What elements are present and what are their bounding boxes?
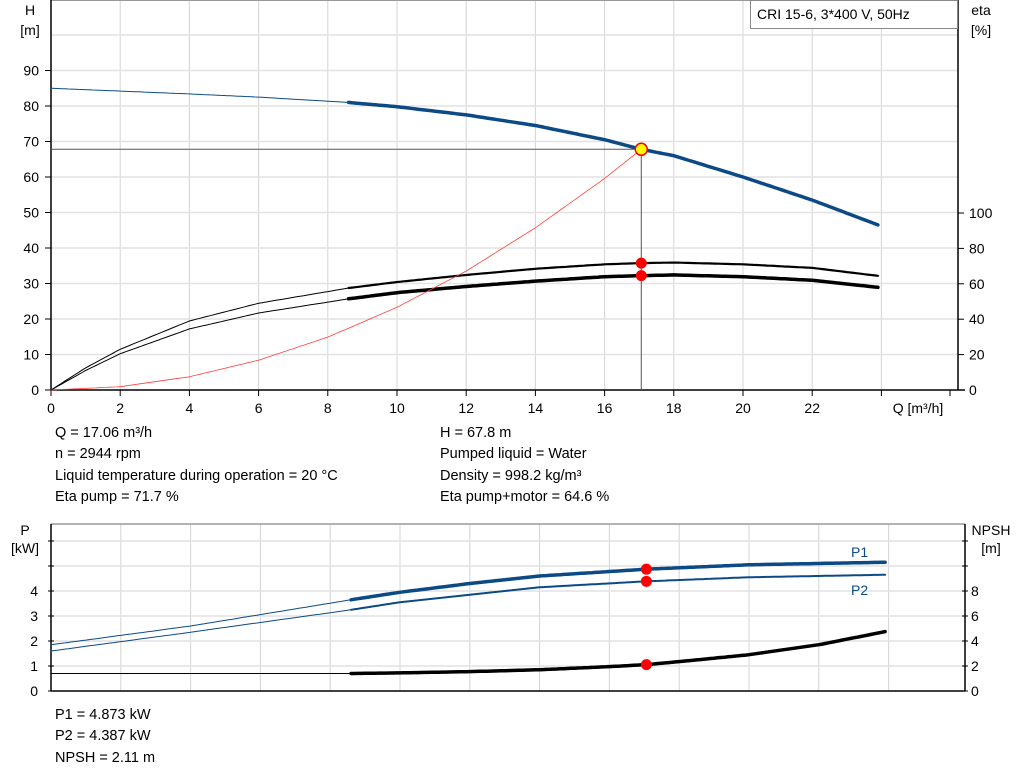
x-tick-label: 10: [389, 400, 405, 416]
y-left-tick-label: 0: [30, 683, 38, 699]
duty-point-marker: [634, 142, 649, 157]
y-right-label-name: eta: [971, 2, 991, 18]
eta-pump-line-thick: [347, 261, 879, 290]
H-line-thick: [346, 100, 880, 227]
info-h: H = 67.8 m: [440, 425, 512, 441]
x-tick-label: 22: [804, 400, 820, 416]
x-tick-label: 2: [116, 400, 124, 416]
info-eta-pump: Eta pump = 71.7 %: [55, 488, 179, 505]
x-tick-label: 18: [666, 400, 682, 416]
info-bottom: P1 = 4.873 kW P2 = 4.387 kW NPSH = 2.11 …: [55, 705, 155, 769]
npsh-point-marker: [640, 659, 652, 671]
y-left-tick-label: 2: [30, 633, 38, 649]
x-tick-label: 4: [186, 400, 194, 416]
y-left-tick-label: 10: [23, 347, 39, 363]
system-curve-line: [50, 150, 640, 391]
y-right-tick-label: 2: [971, 658, 979, 674]
y-right-tick-label: 40: [969, 311, 985, 327]
y-left-label-name: H: [25, 2, 35, 18]
legend-text: CRI 15-6, 3*400 V, 50Hz: [757, 6, 910, 22]
info-top-right: H = 67.8 m Pumped liquid = Water Density…: [440, 423, 609, 508]
y-right-tick-label: 0: [969, 382, 977, 398]
info-p1: P1 = 4.873 kW: [55, 707, 151, 723]
eta-pump-line: [50, 287, 350, 391]
y-right-tick-label: 6: [971, 608, 979, 624]
p1-line-thick: [349, 560, 887, 602]
y-right-tick-label: 100: [969, 205, 993, 221]
y-left-label-name: P: [20, 522, 29, 538]
x-tick-label: 20: [735, 400, 751, 416]
y-right-label-unit: [m]: [981, 540, 1000, 556]
info-eta-pump-motor: Eta pump+motor = 64.6 %: [440, 488, 610, 505]
y-right-label-name: NPSH: [972, 522, 1011, 538]
y-right-tick-label: 80: [969, 240, 985, 256]
y-left-label-unit: [m]: [20, 22, 39, 38]
y-left-tick-label: 30: [23, 276, 39, 292]
info-q: Q = 17.06 m³/h: [55, 425, 153, 441]
y-left-tick-label: 60: [23, 169, 39, 185]
y-left-tick-label: 90: [23, 63, 39, 79]
H-line: [50, 87, 350, 103]
y-left-tick-label: 4: [30, 583, 38, 599]
x-tick-label: 0: [47, 400, 55, 416]
info-density: Density = 998.2 kg/m³: [440, 467, 582, 484]
y-left-tick-label: 3: [30, 608, 38, 624]
y-left-tick-label: 80: [23, 98, 39, 114]
p1-point-marker: [640, 563, 652, 575]
y-right-tick-label: 0: [971, 683, 979, 699]
y-right-tick-label: 4: [971, 633, 979, 649]
eta-pump-motor-point-marker: [635, 270, 647, 282]
eta-pump-point-marker: [635, 257, 647, 269]
eta-pump-motor-line-thick: [346, 273, 880, 301]
eta-pump-motor-line: [50, 298, 350, 391]
info-npsh: NPSH = 2.11 m: [55, 749, 156, 766]
x-tick-label: 8: [324, 400, 332, 416]
x-tick-label: 14: [528, 400, 544, 416]
p2-line-thick: [350, 573, 887, 611]
y-left-tick-label: 40: [23, 240, 39, 256]
y-left-label-unit: [kW]: [11, 540, 39, 556]
info-liquid: Pumped liquid = Water: [440, 446, 587, 463]
x-tick-label: 6: [255, 400, 263, 416]
info-p2: P2 = 4.387 kW: [55, 728, 151, 745]
y-left-tick-label: 1: [30, 658, 38, 674]
y-right-tick-label: 20: [969, 347, 985, 363]
x-tick-label: 16: [597, 400, 613, 416]
info-n: n = 2944 rpm: [55, 446, 141, 463]
legend-box: [750, 0, 958, 29]
info-temperature: Liquid temperature during operation = 20…: [55, 467, 338, 484]
x-tick-label: 12: [458, 400, 474, 416]
y-right-tick-label: 8: [971, 583, 979, 599]
p1-series-label: P1: [851, 544, 868, 560]
npsh-line-thick: [349, 629, 887, 676]
y-left-tick-label: 50: [23, 205, 39, 221]
x-axis-label: Q [m³/h]: [893, 400, 944, 416]
p2-series-label: P2: [851, 582, 868, 598]
y-left-tick-label: 20: [23, 311, 39, 327]
p1-line: [50, 599, 352, 646]
info-top-left: Q = 17.06 m³/h n = 2944 rpm Liquid tempe…: [55, 423, 338, 508]
y-right-tick-label: 60: [969, 276, 985, 292]
p2-line: [50, 609, 352, 652]
y-left-tick-label: 70: [23, 134, 39, 150]
y-right-label-unit: [%]: [971, 22, 991, 38]
y-left-tick-label: 0: [31, 382, 39, 398]
p2-point-marker: [640, 575, 652, 587]
